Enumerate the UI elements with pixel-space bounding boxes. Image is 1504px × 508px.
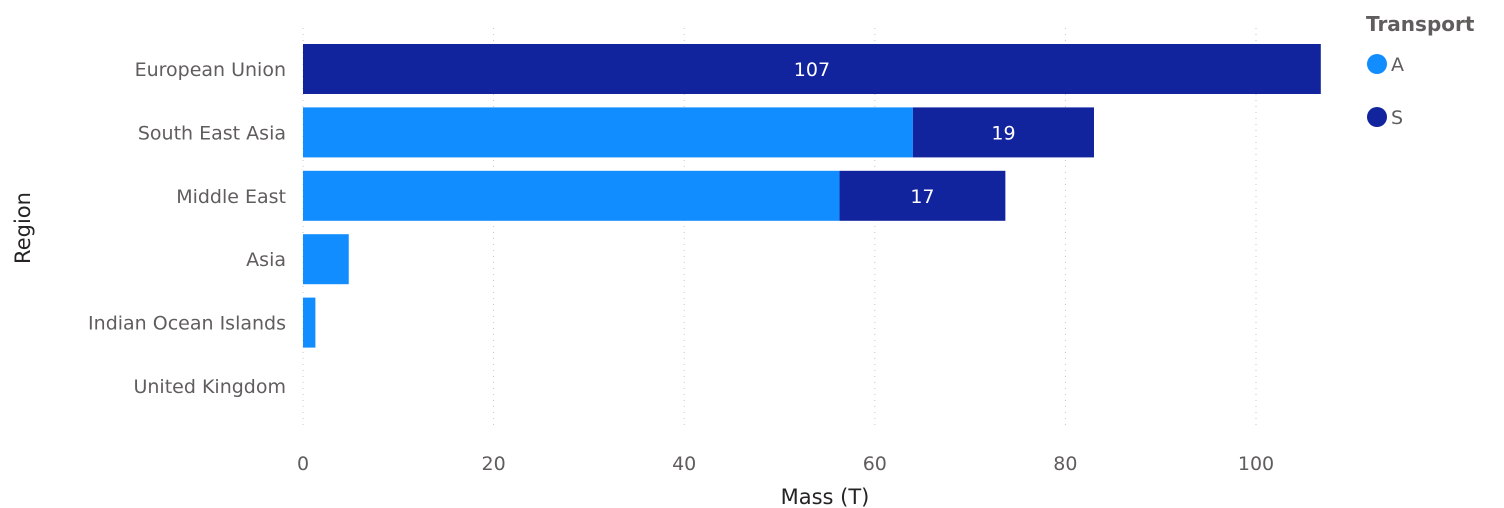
legend-marker-S: [1367, 107, 1387, 127]
y-axis-title: Region: [11, 192, 35, 264]
gridlines: [302, 28, 1257, 430]
legend-title: Transport: [1366, 12, 1475, 36]
legend: Transport A S: [1366, 12, 1475, 129]
bar-A-1[interactable]: [303, 107, 913, 158]
category-label: Indian Ocean Islands: [88, 313, 286, 335]
bars: [303, 44, 1321, 348]
x-tick-label: 60: [863, 453, 887, 475]
legend-marker-A: [1367, 54, 1387, 74]
category-label: European Union: [135, 59, 286, 81]
bar-S-2[interactable]: [839, 170, 1006, 221]
legend-item-S[interactable]: S: [1391, 107, 1403, 129]
category-labels: European Union South East Asia Middle East…: [88, 59, 286, 398]
data-label: 19: [991, 122, 1015, 144]
data-label: 107: [794, 59, 830, 81]
x-tick-label: 20: [482, 453, 506, 475]
bar-S-1[interactable]: [912, 107, 1094, 158]
data-labels: 107 19 17: [794, 59, 1016, 208]
x-axis-title: Mass (T): [781, 485, 870, 508]
bar-S-0[interactable]: [303, 44, 1321, 94]
bar-A-3[interactable]: [303, 234, 349, 285]
bar-A-4[interactable]: [303, 297, 316, 348]
category-label: United Kingdom: [133, 376, 286, 398]
category-label: Asia: [246, 249, 286, 271]
x-tick-labels: 0 20 40 60 80 100: [297, 453, 1274, 475]
x-tick-label: 40: [672, 453, 696, 475]
x-tick-label: 100: [1238, 453, 1274, 475]
bar-A-2[interactable]: [303, 170, 840, 221]
data-label: 17: [910, 186, 934, 208]
category-label: South East Asia: [138, 122, 286, 144]
x-tick-label: 80: [1053, 453, 1077, 475]
x-tick-label: 0: [297, 453, 309, 475]
category-label: Middle East: [176, 186, 286, 208]
legend-item-A[interactable]: A: [1391, 54, 1404, 76]
